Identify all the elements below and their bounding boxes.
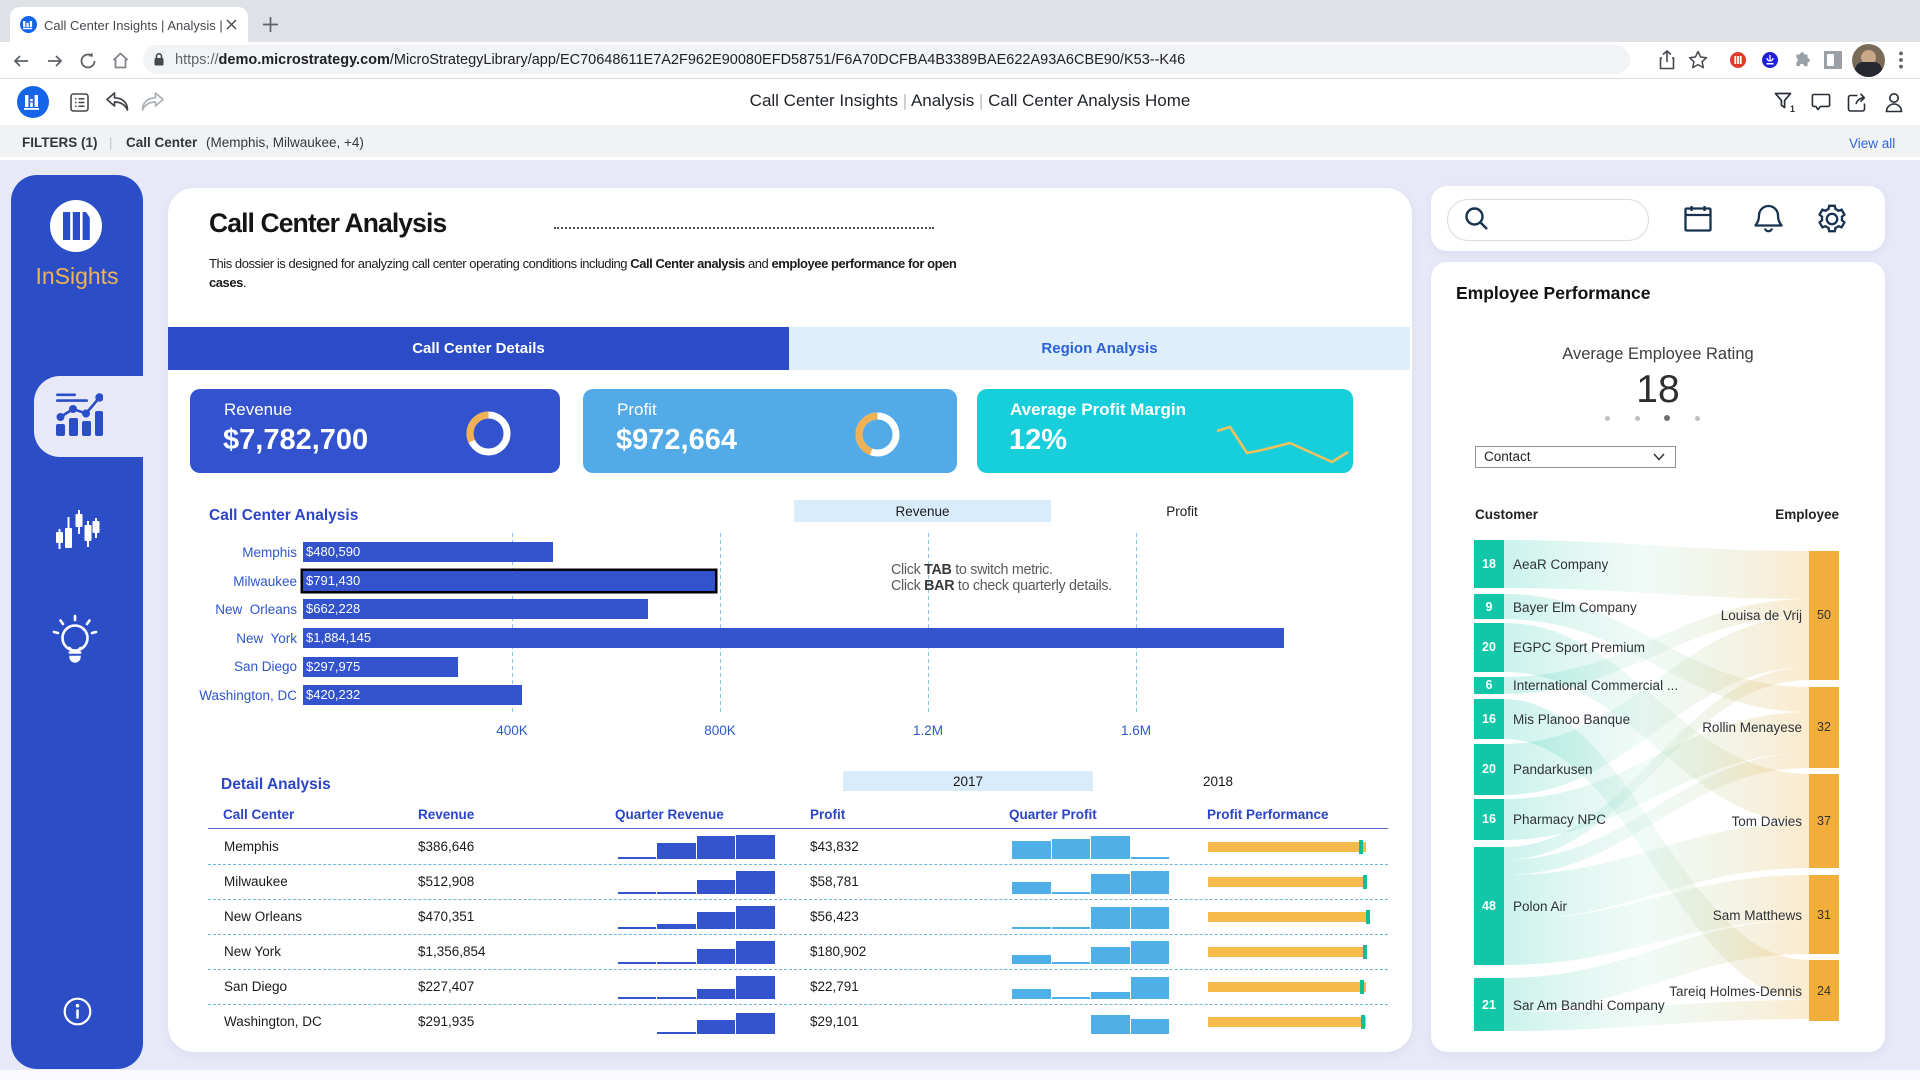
svg-text:1: 1 [1790, 104, 1795, 113]
